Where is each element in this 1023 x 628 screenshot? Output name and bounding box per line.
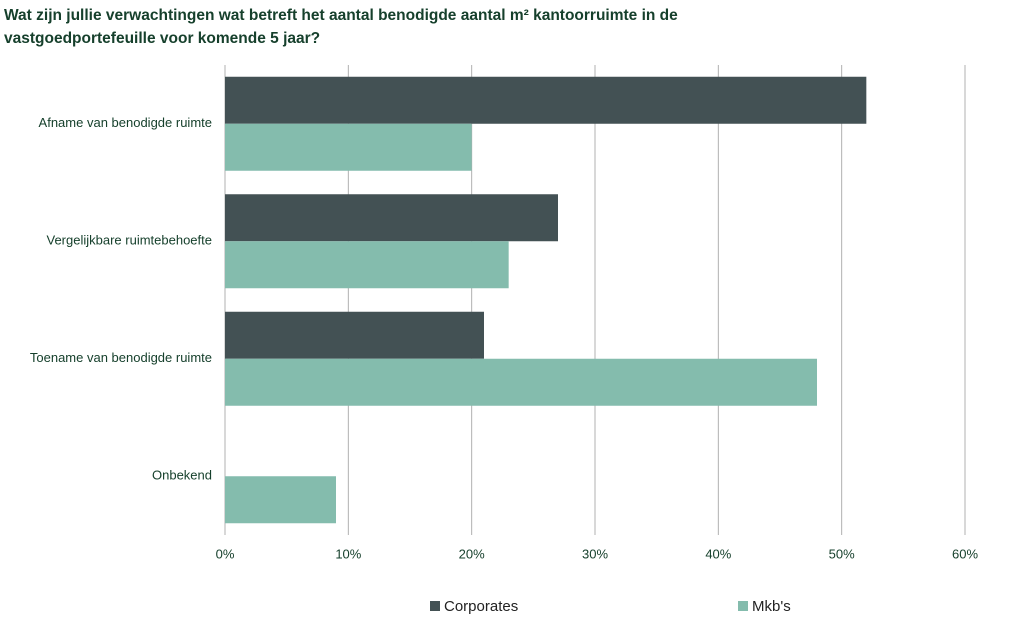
x-tick-label: 60% xyxy=(952,546,978,561)
bar xyxy=(225,311,484,359)
x-tick-label: 0% xyxy=(216,546,235,561)
x-tick-label: 50% xyxy=(829,546,855,561)
y-tick-label: Afname van benodigde ruimte xyxy=(39,115,212,130)
bar xyxy=(225,241,509,289)
bar xyxy=(225,76,867,124)
y-tick-label: Vergelijkbare ruimtebehoefte xyxy=(47,233,213,248)
legend-swatch xyxy=(430,601,440,611)
legend-label: Mkb's xyxy=(752,598,791,615)
x-tick-label: 10% xyxy=(335,546,361,561)
legend-swatch xyxy=(738,601,748,611)
bar xyxy=(225,123,472,171)
x-tick-label: 20% xyxy=(459,546,485,561)
legend-label: Corporates xyxy=(444,598,518,615)
x-tick-label: 30% xyxy=(582,546,608,561)
bar xyxy=(225,358,817,406)
bar xyxy=(225,194,558,242)
y-tick-label: Toename van benodigde ruimte xyxy=(30,350,212,365)
bar xyxy=(225,476,336,524)
x-tick-label: 40% xyxy=(705,546,731,561)
y-tick-label: Onbekend xyxy=(152,468,212,483)
chart-title: Wat zijn jullie verwachtingen wat betref… xyxy=(4,7,678,47)
